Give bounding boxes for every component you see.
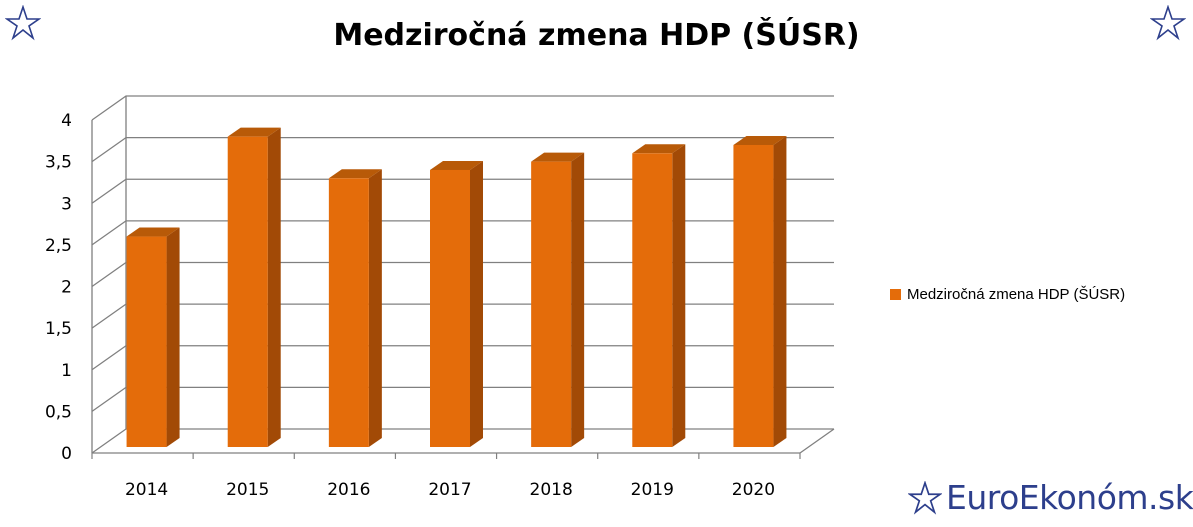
legend-swatch — [890, 289, 901, 300]
bar-front — [632, 153, 673, 448]
x-tick-label: 2015 — [226, 480, 269, 500]
bar-side — [470, 160, 483, 447]
floor-edge — [799, 428, 835, 454]
legend-label: Medziročná zmena HDP (ŠÚSR) — [907, 286, 1126, 303]
bar — [632, 144, 686, 448]
x-tick-label: 2020 — [732, 480, 775, 500]
x-tick-label: 2016 — [327, 480, 370, 500]
bar-front — [430, 169, 470, 447]
bar-top — [126, 227, 180, 237]
bar-front — [531, 161, 572, 447]
bar-front — [733, 144, 774, 447]
y-tick-label: 3,5 — [45, 153, 72, 173]
x-tick-label: 2018 — [530, 480, 573, 500]
star-outline-icon — [1150, 5, 1186, 41]
bar-top — [328, 169, 382, 179]
bar-side — [672, 144, 686, 448]
legend: Medziročná zmena HDP (ŠÚSR) — [890, 286, 1125, 303]
x-tick-label: 2017 — [428, 480, 471, 500]
bar-top — [227, 127, 281, 137]
y-tick-label: 0,5 — [45, 402, 72, 422]
y-tick-label: 4 — [61, 111, 72, 131]
x-tick-label: 2014 — [125, 480, 168, 500]
bar — [227, 127, 281, 448]
bar-front — [126, 236, 167, 447]
bar — [531, 152, 585, 447]
y-tick-label: 2 — [61, 278, 72, 298]
bar — [126, 227, 180, 447]
bar-side — [773, 135, 787, 447]
bar — [733, 135, 787, 447]
bar-side — [267, 127, 281, 448]
bar-top — [531, 152, 585, 162]
brand-text: EuroEkonóm.sk — [946, 478, 1193, 517]
brand-logo: EuroEkonóm.sk — [908, 478, 1193, 517]
bar-top — [632, 144, 686, 154]
y-tick-label: 1,5 — [45, 319, 72, 339]
bar-front — [328, 178, 369, 447]
gridline — [91, 95, 834, 121]
chart-title: Medziročná zmena HDP (ŠÚSR) — [333, 18, 860, 53]
bar — [430, 160, 483, 447]
y-tick-label: 3 — [61, 194, 72, 214]
star-outline-icon — [5, 5, 41, 41]
bar-top — [733, 135, 787, 145]
y-tick-label: 1 — [61, 361, 72, 381]
bar-side — [571, 152, 585, 447]
y-tick-label: 2,5 — [45, 236, 72, 256]
bar-front — [227, 136, 268, 447]
gridline — [91, 136, 834, 163]
bar-side — [166, 227, 180, 447]
bar-top — [430, 160, 483, 170]
bar — [328, 169, 382, 447]
y-tick-label: 0 — [61, 444, 72, 464]
x-tick-label: 2019 — [631, 480, 674, 500]
star-outline-icon — [908, 480, 942, 515]
bar-side — [368, 169, 382, 447]
